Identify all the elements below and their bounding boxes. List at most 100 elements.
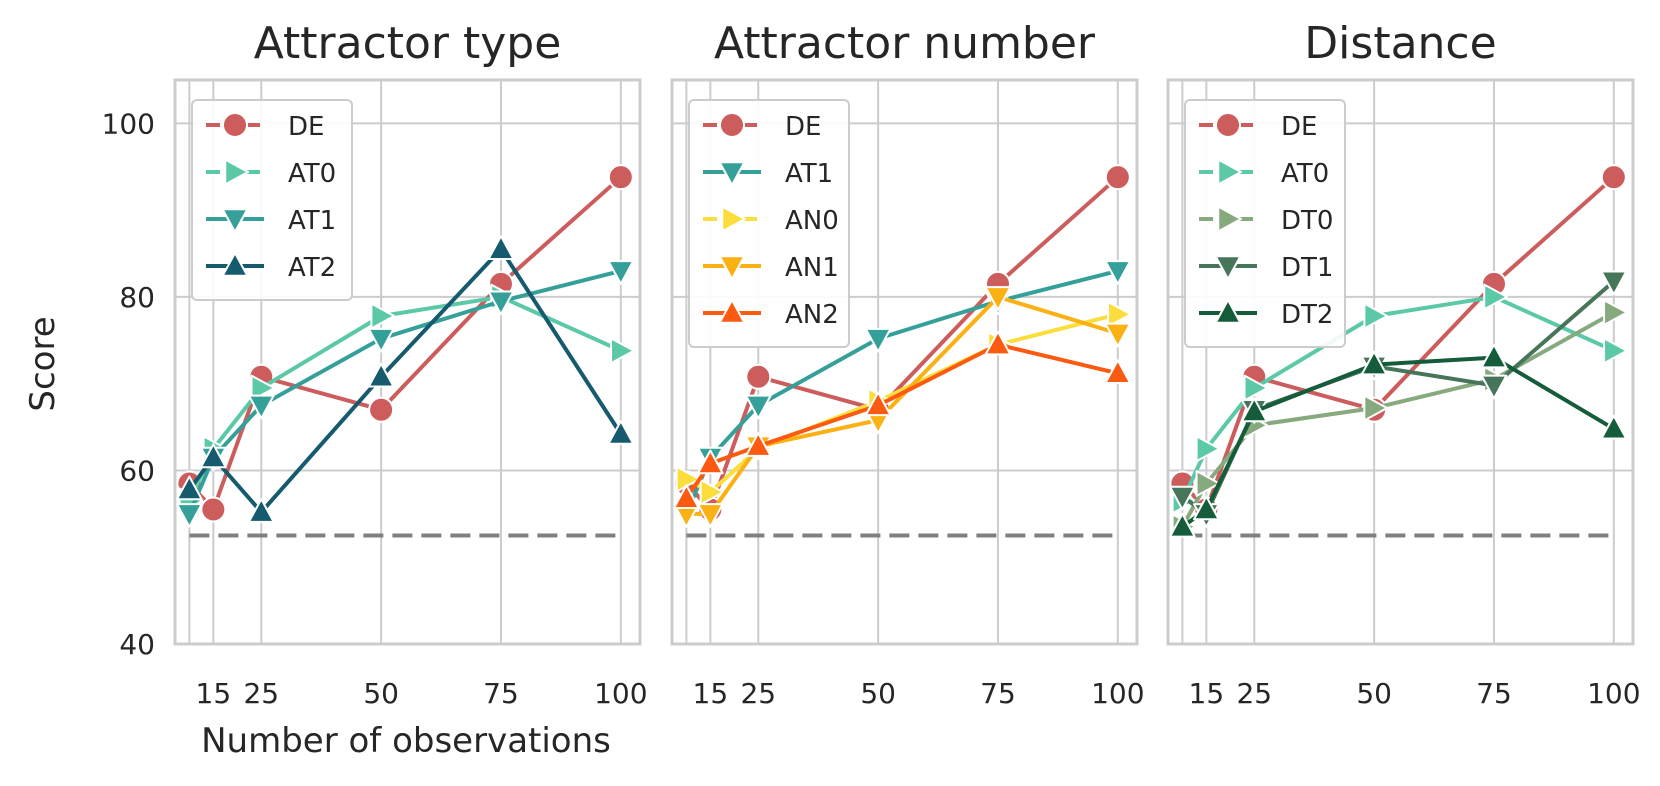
data-point-marker bbox=[1603, 337, 1628, 365]
x-tick-label: 75 bbox=[980, 677, 1016, 710]
x-tick-label: 15 bbox=[1189, 677, 1225, 710]
legend-label: DE bbox=[1281, 112, 1317, 142]
legend-marker bbox=[718, 255, 746, 280]
data-point-marker bbox=[1480, 343, 1508, 369]
legend-entry: DT2 bbox=[1199, 299, 1333, 330]
data-point-marker bbox=[610, 337, 635, 365]
data-point-marker bbox=[1243, 374, 1269, 402]
plot-frame bbox=[670, 78, 1139, 646]
data-point-marker bbox=[607, 164, 634, 191]
data-point-marker bbox=[1193, 495, 1220, 521]
x-tick-label: 100 bbox=[1587, 677, 1640, 710]
x-tick-label: 75 bbox=[483, 677, 519, 710]
x-tick-label: 25 bbox=[1236, 677, 1272, 710]
data-point-marker bbox=[864, 391, 892, 417]
series-at0 bbox=[178, 283, 635, 515]
y-axis-label: Score bbox=[23, 316, 63, 411]
data-point-marker bbox=[370, 302, 396, 330]
data-point-marker bbox=[673, 484, 700, 509]
panel-2: Attractor number 15 25 50 75 100 DE AT1 AN0 AN1 AN… bbox=[670, 18, 1145, 710]
x-tick-label: 25 bbox=[740, 677, 776, 710]
y-tick-label: 60 bbox=[119, 454, 155, 487]
legend-entry: DT1 bbox=[1199, 253, 1333, 283]
legend-entry: AT1 bbox=[703, 159, 833, 189]
series-an1 bbox=[673, 286, 1132, 528]
panel-1: Attractor type 15 25 50 75 100 40 60 80 100 DE AT0 A… bbox=[102, 18, 648, 710]
data-point-marker bbox=[1483, 283, 1508, 311]
data-point-marker bbox=[247, 498, 275, 523]
data-point-marker bbox=[200, 443, 227, 469]
series-dt2 bbox=[1169, 343, 1628, 538]
x-axis-label: Number of observations bbox=[201, 721, 611, 761]
data-point-marker bbox=[1169, 512, 1196, 538]
panel-3: Distance 15 25 50 75 100 DE AT0 DT0 DT1 DT2 bbox=[1166, 18, 1641, 710]
data-point-marker bbox=[1600, 270, 1628, 296]
panel-title: Distance bbox=[1304, 18, 1496, 69]
x-tick-label: 75 bbox=[1476, 677, 1512, 710]
y-tick-label: 80 bbox=[119, 281, 155, 314]
legend-box bbox=[191, 99, 353, 301]
legend-label: DE bbox=[288, 112, 324, 142]
legend-marker bbox=[1214, 299, 1242, 324]
legend: DE AT0 DT0 DT1 DT2 bbox=[1184, 99, 1346, 348]
plot-frame bbox=[1166, 78, 1635, 646]
legend-entry: AN2 bbox=[703, 299, 839, 330]
legend-label: AT0 bbox=[288, 159, 336, 189]
data-point-marker bbox=[744, 432, 772, 457]
legend: DE AT1 AN0 AN1 AN2 bbox=[688, 99, 850, 348]
panel-title: Attractor number bbox=[714, 18, 1096, 69]
legend: DE AT0 AT1 AT2 bbox=[191, 99, 353, 301]
legend-entry: DE bbox=[206, 112, 324, 142]
data-point-marker bbox=[1480, 374, 1508, 400]
legend-entry: AT1 bbox=[206, 206, 336, 236]
legend-entry: AN1 bbox=[703, 253, 839, 283]
x-tick-label: 15 bbox=[196, 677, 232, 710]
data-point-marker bbox=[176, 475, 203, 501]
legend-marker bbox=[221, 208, 249, 233]
legend-marker bbox=[222, 112, 248, 138]
data-point-marker bbox=[1363, 302, 1389, 330]
legend-entry: AT0 bbox=[1199, 158, 1329, 189]
data-point-marker bbox=[1600, 164, 1627, 191]
y-tick-label: 100 bbox=[102, 107, 155, 140]
data-point-marker bbox=[984, 286, 1012, 311]
legend-marker bbox=[721, 205, 746, 233]
panel-title: Attractor type bbox=[254, 18, 562, 69]
legend-marker bbox=[224, 158, 249, 186]
x-tick-label: 100 bbox=[1091, 677, 1144, 710]
data-point-marker bbox=[176, 503, 203, 528]
legend-label: AN0 bbox=[785, 206, 839, 236]
x-tick-label: 25 bbox=[243, 677, 279, 710]
data-point-marker bbox=[607, 260, 635, 285]
data-point-marker bbox=[1603, 299, 1628, 326]
legend-label: AT0 bbox=[1281, 159, 1329, 189]
legend-entry: DE bbox=[703, 112, 821, 142]
data-point-marker bbox=[247, 394, 275, 420]
legend-marker bbox=[1217, 205, 1242, 233]
legend-label: DT0 bbox=[1281, 206, 1333, 236]
data-point-marker bbox=[984, 330, 1012, 356]
data-point-marker bbox=[1107, 300, 1132, 328]
legend-marker bbox=[1217, 158, 1242, 186]
legend-marker bbox=[719, 112, 745, 138]
legend-marker bbox=[221, 252, 249, 277]
data-point-marker bbox=[1169, 485, 1196, 511]
series-an2 bbox=[673, 330, 1132, 509]
data-point-marker bbox=[1104, 260, 1132, 285]
data-point-marker bbox=[697, 503, 724, 528]
x-tick-label: 100 bbox=[594, 677, 647, 710]
x-tick-label: 15 bbox=[693, 677, 729, 710]
legend-entry: AN0 bbox=[703, 205, 839, 236]
legend-marker bbox=[1215, 112, 1241, 138]
data-point-marker bbox=[487, 290, 515, 316]
legend-label: AT1 bbox=[785, 159, 833, 189]
data-point-marker bbox=[368, 396, 395, 423]
data-point-marker bbox=[1104, 164, 1131, 191]
legend-label: DE bbox=[785, 112, 821, 142]
data-point-marker bbox=[745, 363, 772, 390]
data-point-marker bbox=[1240, 397, 1268, 423]
x-tick-label: 50 bbox=[1356, 677, 1392, 710]
data-point-marker bbox=[1195, 435, 1221, 463]
data-point-marker bbox=[744, 394, 772, 420]
y-tick-label: 40 bbox=[119, 628, 155, 661]
